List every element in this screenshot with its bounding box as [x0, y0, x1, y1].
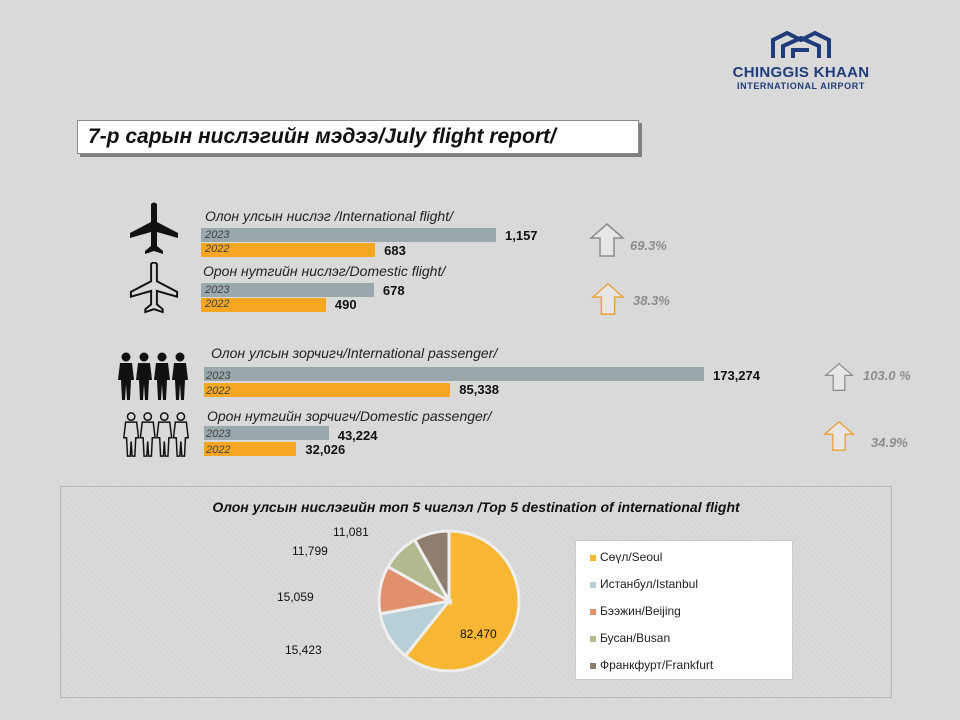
pie-legend: Сөүл/Seoul Истанбул/Istanbul Бээжин/Beij… [575, 540, 793, 680]
dom-passenger-2022-year: 2022 [206, 444, 231, 456]
dom-flight-2022-bar [201, 298, 326, 312]
dom-passenger-2022-bar [204, 442, 297, 456]
legend-swatch [590, 581, 596, 588]
dom-flight-2022-value: 490 [334, 297, 357, 312]
airport-logo: CHINGGIS KHAAN INTERNATIONAL AIRPORT [726, 30, 876, 100]
legend-label: Истанбул/Istanbul [600, 577, 698, 591]
dom-passenger-2022-value: 32,026 [305, 442, 346, 457]
pie-data-label: 11,799 [292, 544, 328, 558]
dom-flight-growth: 38.3% [633, 293, 670, 308]
airplane-solid-icon [130, 202, 178, 254]
airport-logo-icon [771, 30, 831, 58]
dom-passenger-label: Орон нутгийн зорчигч/Domestic passenger/ [207, 408, 492, 424]
legend-label: Бээжин/Beijing [600, 604, 681, 618]
up-arrow-icon [824, 362, 854, 391]
intl-passenger-2022-year: 2022 [206, 385, 231, 397]
legend-item: Бээжин/Beijing [590, 604, 681, 618]
intl-flight-2022-year: 2022 [205, 243, 230, 255]
intl-flight-label: Олон улсын нислэг /International flight/ [205, 208, 454, 224]
intl-passenger-2023-year: 2023 [206, 370, 231, 382]
intl-flight-2023-year: 2023 [205, 229, 230, 241]
dom-flight-2022-year: 2022 [205, 298, 230, 310]
intl-flight-2022-value: 683 [384, 243, 406, 258]
dom-flight-2023-year: 2023 [205, 284, 230, 296]
intl-passenger-2022-bar [204, 383, 451, 397]
intl-passenger-label: Олон улсын зорчигч/International passeng… [211, 345, 498, 361]
up-arrow-icon [823, 420, 855, 451]
legend-swatch [590, 635, 596, 642]
legend-swatch [590, 554, 596, 561]
dom-passenger-2023-bar [204, 426, 329, 440]
intl-flight-growth: 69.3% [630, 238, 667, 253]
legend-label: Сөүл/Seoul [600, 550, 663, 564]
dom-flight-2023-bar [201, 283, 374, 297]
legend-swatch [590, 662, 596, 669]
intl-passenger-2022-value: 85,338 [459, 382, 500, 397]
legend-item: Истанбул/Istanbul [590, 577, 698, 591]
people-solid-icon [118, 352, 188, 400]
pie-chart [377, 529, 521, 673]
report-title-box: 7-р сарын нислэгийн мэдээ/July flight re… [77, 120, 639, 154]
intl-passenger-2023-value: 173,274 [713, 368, 760, 383]
intl-passenger-2023-bar [204, 367, 704, 381]
pie-data-label: 15,059 [277, 590, 314, 604]
intl-flight-2023-bar [201, 228, 496, 242]
legend-item: Сөүл/Seoul [590, 550, 662, 564]
logo-line1: CHINGGIS KHAAN [732, 64, 870, 81]
intl-flight-2023-value: 1,157 [505, 228, 538, 243]
pie-title: Олон улсын нислэгийн топ 5 чиглэл /Top 5… [212, 499, 740, 515]
pie-slice-4 [412, 529, 451, 607]
up-arrow-icon [589, 223, 625, 257]
top-destinations-panel: Олон улсын нислэгийн топ 5 чиглэл /Top 5… [60, 486, 892, 698]
intl-flight-2022-bar [201, 243, 376, 257]
dom-flight-label: Орон нутгийн нислэг/Domestic flight/ [203, 263, 446, 279]
dom-flight-2023-value: 678 [382, 283, 405, 298]
legend-label: Франкфурт/Frankfurt [600, 658, 714, 672]
dom-passenger-2023-value: 43,224 [337, 428, 378, 443]
logo-line2: INTERNATIONAL AIRPORT [737, 81, 865, 91]
legend-item: Бусан/Busan [590, 631, 670, 645]
airplane-outline-icon [129, 262, 179, 314]
report-title: 7-р сарын нислэгийн мэдээ/July flight re… [88, 125, 556, 148]
pie-data-label: 82,470 [460, 627, 497, 641]
legend-swatch [590, 608, 596, 615]
legend-label: Бусан/Busan [600, 631, 671, 645]
intl-passenger-growth: 103.0 % [863, 368, 911, 383]
pie-data-label: 15,423 [285, 643, 322, 657]
pie-data-label: 11,081 [333, 525, 369, 539]
legend-item: Франкфурт/Frankfurt [590, 658, 713, 672]
dom-passenger-2023-year: 2023 [206, 428, 231, 440]
people-outline-icon [122, 412, 190, 457]
dom-passenger-growth: 34.9% [871, 435, 908, 450]
pie-slice-0 [403, 529, 521, 673]
up-arrow-icon [591, 282, 625, 315]
